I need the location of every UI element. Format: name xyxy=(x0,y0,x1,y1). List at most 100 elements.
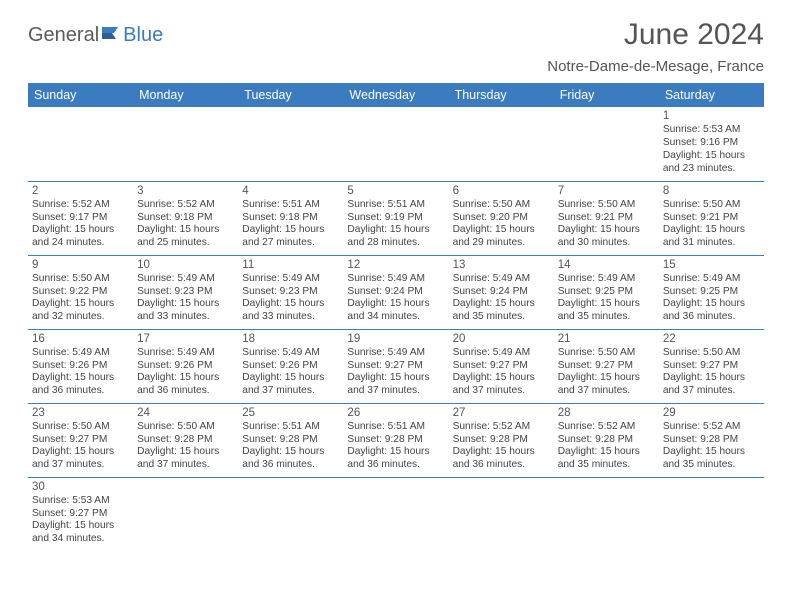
sunset-text: Sunset: 9:28 PM xyxy=(663,434,760,447)
calendar-cell: 12Sunrise: 5:49 AMSunset: 9:24 PMDayligh… xyxy=(343,255,448,329)
sunrise-text: Sunrise: 5:49 AM xyxy=(32,347,129,360)
day-number: 30 xyxy=(32,480,129,494)
header: General Blue June 2024 Notre-Dame-de-Mes… xyxy=(28,18,764,75)
daylight-text: and 33 minutes. xyxy=(137,311,234,324)
daylight-text: Daylight: 15 hours xyxy=(558,372,655,385)
sunset-text: Sunset: 9:27 PM xyxy=(32,434,129,447)
title-block: June 2024 Notre-Dame-de-Mesage, France xyxy=(547,18,764,75)
daylight-text: and 31 minutes. xyxy=(663,237,760,250)
daylight-text: Daylight: 15 hours xyxy=(242,372,339,385)
sunrise-text: Sunrise: 5:51 AM xyxy=(347,199,444,212)
daylight-text: Daylight: 15 hours xyxy=(242,224,339,237)
daylight-text: Daylight: 15 hours xyxy=(347,224,444,237)
calendar-cell: 21Sunrise: 5:50 AMSunset: 9:27 PMDayligh… xyxy=(554,329,659,403)
sunrise-text: Sunrise: 5:50 AM xyxy=(558,347,655,360)
calendar-cell: 23Sunrise: 5:50 AMSunset: 9:27 PMDayligh… xyxy=(28,403,133,477)
sunrise-text: Sunrise: 5:49 AM xyxy=(663,273,760,286)
day-header: Thursday xyxy=(449,83,554,107)
day-number: 26 xyxy=(347,406,444,420)
daylight-text: Daylight: 15 hours xyxy=(558,446,655,459)
day-number: 14 xyxy=(558,258,655,272)
sunrise-text: Sunrise: 5:51 AM xyxy=(242,199,339,212)
sunset-text: Sunset: 9:21 PM xyxy=(663,212,760,225)
calendar-cell xyxy=(554,477,659,551)
daylight-text: and 37 minutes. xyxy=(558,385,655,398)
sunset-text: Sunset: 9:18 PM xyxy=(137,212,234,225)
sunset-text: Sunset: 9:28 PM xyxy=(242,434,339,447)
sunset-text: Sunset: 9:21 PM xyxy=(558,212,655,225)
sunrise-text: Sunrise: 5:50 AM xyxy=(453,199,550,212)
logo-text-1: General xyxy=(28,24,99,47)
sunset-text: Sunset: 9:26 PM xyxy=(32,360,129,373)
sunrise-text: Sunrise: 5:51 AM xyxy=(347,421,444,434)
day-number: 3 xyxy=(137,184,234,198)
day-number: 12 xyxy=(347,258,444,272)
daylight-text: Daylight: 15 hours xyxy=(453,446,550,459)
sunrise-text: Sunrise: 5:49 AM xyxy=(453,273,550,286)
day-header: Saturday xyxy=(659,83,764,107)
sunset-text: Sunset: 9:17 PM xyxy=(32,212,129,225)
day-number: 9 xyxy=(32,258,129,272)
daylight-text: and 32 minutes. xyxy=(32,311,129,324)
calendar-cell: 1Sunrise: 5:53 AMSunset: 9:16 PMDaylight… xyxy=(659,107,764,181)
calendar-cell: 13Sunrise: 5:49 AMSunset: 9:24 PMDayligh… xyxy=(449,255,554,329)
sunrise-text: Sunrise: 5:49 AM xyxy=(242,347,339,360)
daylight-text: and 28 minutes. xyxy=(347,237,444,250)
daylight-text: Daylight: 15 hours xyxy=(242,298,339,311)
sunset-text: Sunset: 9:23 PM xyxy=(242,286,339,299)
sunrise-text: Sunrise: 5:50 AM xyxy=(32,421,129,434)
daylight-text: and 24 minutes. xyxy=(32,237,129,250)
sunrise-text: Sunrise: 5:49 AM xyxy=(347,347,444,360)
day-header: Friday xyxy=(554,83,659,107)
sunrise-text: Sunrise: 5:49 AM xyxy=(242,273,339,286)
calendar-cell xyxy=(238,477,343,551)
day-number: 28 xyxy=(558,406,655,420)
sunset-text: Sunset: 9:28 PM xyxy=(137,434,234,447)
day-number: 16 xyxy=(32,332,129,346)
calendar-cell: 16Sunrise: 5:49 AMSunset: 9:26 PMDayligh… xyxy=(28,329,133,403)
sunset-text: Sunset: 9:19 PM xyxy=(347,212,444,225)
calendar-cell: 7Sunrise: 5:50 AMSunset: 9:21 PMDaylight… xyxy=(554,181,659,255)
daylight-text: and 35 minutes. xyxy=(453,311,550,324)
day-number: 13 xyxy=(453,258,550,272)
sunrise-text: Sunrise: 5:52 AM xyxy=(663,421,760,434)
calendar-row: 30Sunrise: 5:53 AMSunset: 9:27 PMDayligh… xyxy=(28,477,764,551)
location-label: Notre-Dame-de-Mesage, France xyxy=(547,58,764,75)
calendar-cell: 5Sunrise: 5:51 AMSunset: 9:19 PMDaylight… xyxy=(343,181,448,255)
day-header: Wednesday xyxy=(343,83,448,107)
day-number: 19 xyxy=(347,332,444,346)
sunset-text: Sunset: 9:18 PM xyxy=(242,212,339,225)
page-title: June 2024 xyxy=(547,18,764,52)
daylight-text: and 23 minutes. xyxy=(663,163,760,176)
calendar-cell: 9Sunrise: 5:50 AMSunset: 9:22 PMDaylight… xyxy=(28,255,133,329)
day-number: 10 xyxy=(137,258,234,272)
sunrise-text: Sunrise: 5:50 AM xyxy=(558,199,655,212)
daylight-text: Daylight: 15 hours xyxy=(558,224,655,237)
day-number: 23 xyxy=(32,406,129,420)
calendar-cell xyxy=(28,107,133,181)
daylight-text: Daylight: 15 hours xyxy=(663,150,760,163)
daylight-text: Daylight: 15 hours xyxy=(242,446,339,459)
sunrise-text: Sunrise: 5:49 AM xyxy=(137,273,234,286)
day-header-row: Sunday Monday Tuesday Wednesday Thursday… xyxy=(28,83,764,107)
calendar-cell: 29Sunrise: 5:52 AMSunset: 9:28 PMDayligh… xyxy=(659,403,764,477)
sunset-text: Sunset: 9:26 PM xyxy=(242,360,339,373)
logo: General Blue xyxy=(28,24,163,47)
daylight-text: and 36 minutes. xyxy=(453,459,550,472)
daylight-text: Daylight: 15 hours xyxy=(32,520,129,533)
sunrise-text: Sunrise: 5:50 AM xyxy=(663,347,760,360)
daylight-text: and 30 minutes. xyxy=(558,237,655,250)
day-number: 20 xyxy=(453,332,550,346)
daylight-text: Daylight: 15 hours xyxy=(137,298,234,311)
calendar-cell xyxy=(238,107,343,181)
daylight-text: Daylight: 15 hours xyxy=(32,298,129,311)
daylight-text: and 35 minutes. xyxy=(663,459,760,472)
daylight-text: and 36 minutes. xyxy=(32,385,129,398)
sunset-text: Sunset: 9:28 PM xyxy=(558,434,655,447)
daylight-text: Daylight: 15 hours xyxy=(663,372,760,385)
day-number: 2 xyxy=(32,184,129,198)
daylight-text: Daylight: 15 hours xyxy=(137,372,234,385)
sunset-text: Sunset: 9:28 PM xyxy=(453,434,550,447)
calendar-row: 23Sunrise: 5:50 AMSunset: 9:27 PM Dayligh… xyxy=(28,403,764,477)
day-number: 8 xyxy=(663,184,760,198)
